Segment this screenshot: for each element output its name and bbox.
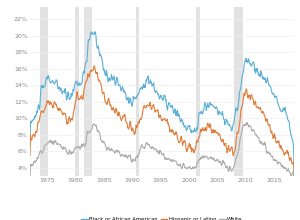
Bar xyxy=(40,7,48,176)
Legend: Black or African American, Hispanic or Latino, White: Black or African American, Hispanic or L… xyxy=(79,215,245,220)
Bar xyxy=(84,7,92,176)
Bar xyxy=(136,7,139,176)
Bar xyxy=(196,7,200,176)
Bar xyxy=(75,7,79,176)
Bar xyxy=(234,7,243,176)
